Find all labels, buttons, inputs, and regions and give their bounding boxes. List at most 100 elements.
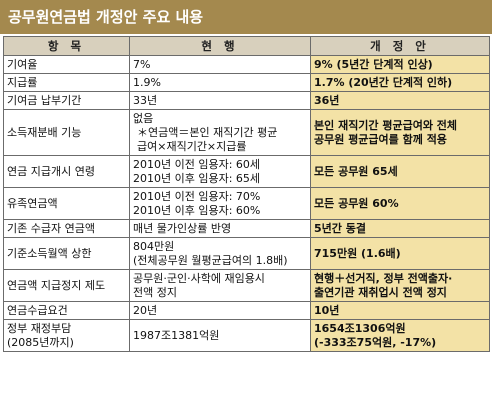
row-current-line: 33년 xyxy=(133,93,158,107)
row-item-line: 지급률 xyxy=(7,75,38,89)
row-current: 2010년 이전 임용자: 60세 2010년 이후 임용자: 65세 xyxy=(129,155,311,188)
row-current: 1987조1381억원 xyxy=(129,319,311,352)
proposed-text: 36년 xyxy=(314,93,340,107)
row-current-line: 공무원·군인·사학에 재임용시 xyxy=(133,271,265,285)
row-proposed-line: 5년간 동결 xyxy=(314,222,486,236)
header-current: 현 행 xyxy=(129,36,311,56)
row-current-line: 2010년 이후 임용자: 65세 xyxy=(133,171,261,185)
row-current-line: 1.9% xyxy=(133,75,161,89)
table-row: 지급률 1.9% 1.7% (20년간 단계적 인하) xyxy=(3,73,490,92)
proposed-text: 1654조1306억원 xyxy=(314,321,406,335)
row-item-line: 연금 지급개시 연령 xyxy=(7,164,95,178)
row-item: 기준소득월액 상한 xyxy=(3,237,130,270)
row-item-line: 연금액 지급정지 제도 xyxy=(7,278,106,292)
row-current-line: ＊연금액＝본인 재직기간 평균 xyxy=(137,125,278,139)
row-current-line: 매년 물가인상률 반영 xyxy=(133,221,232,235)
row-item-line: (2085년까지) xyxy=(7,335,74,349)
proposed-text: 1.7% (20년간 단계적 인하) xyxy=(314,75,453,89)
row-proposed: 1654조1306억원 (-333조75억원, -17%) xyxy=(310,319,490,352)
row-item-line: 정부 재정부담 xyxy=(7,321,72,335)
row-item-line: 소득재분배 기능 xyxy=(7,125,82,139)
row-proposed: 10년 xyxy=(310,301,490,320)
row-proposed-line: 36년 xyxy=(314,94,486,108)
row-proposed-line: 9% (5년간 단계적 인상) xyxy=(314,58,486,72)
row-proposed: 본인 재직기간 평균급여와 전체 공무원 평균급여를 함께 적용 xyxy=(310,109,490,156)
row-current: 20년 xyxy=(129,301,311,320)
row-proposed: 36년 xyxy=(310,91,490,110)
row-item: 기존 수급자 연금액 xyxy=(3,219,130,238)
proposed-text: 본인 재직기간 평균급여와 전체 xyxy=(314,118,458,132)
header-item: 항 목 xyxy=(3,36,130,56)
table-row: 연금수급요건 20년 10년 xyxy=(3,301,490,320)
row-proposed: 715만원 (1.6배) xyxy=(310,237,490,270)
row-proposed-line: 10년 xyxy=(314,304,486,318)
row-proposed-line: 1.7% (20년간 단계적 인하) xyxy=(314,76,486,90)
row-item-line: 기여금 납부기간 xyxy=(7,93,82,107)
row-item: 유족연금액 xyxy=(3,187,130,220)
row-proposed-line: 715만원 (1.6배) xyxy=(314,247,486,261)
row-item-line: 기준소득월액 상한 xyxy=(7,246,92,260)
row-current-line: 20년 xyxy=(133,303,158,317)
row-current: 매년 물가인상률 반영 xyxy=(129,219,311,238)
row-current: 804만원 (전체공무원 월평균급여의 1.8배) xyxy=(129,237,311,270)
proposed-text: 10년 xyxy=(314,303,340,317)
row-item: 소득재분배 기능 xyxy=(3,109,130,156)
row-proposed-line: 본인 재직기간 평균급여와 전체 xyxy=(314,119,486,133)
table-row: 유족연금액 2010년 이전 임용자: 70% 2010년 이후 임용자: 60% 모… xyxy=(3,187,490,220)
row-current-line: 2010년 이후 임용자: 60% xyxy=(133,203,261,217)
row-current: 없음 ＊연금액＝본인 재직기간 평균 급여×재직기간×지급률 xyxy=(129,109,311,156)
table-row: 기여금 납부기간 33년 36년 xyxy=(3,91,490,110)
table-row: 연금 지급개시 연령 2010년 이전 임용자: 60세 2010년 이후 임용자:… xyxy=(3,155,490,188)
row-current: 1.9% xyxy=(129,73,311,92)
table-row: 연금액 지급정지 제도 공무원·군인·사학에 재임용시 전액 정지 현행＋선거직, 정… xyxy=(3,269,490,302)
row-item-line: 기여율 xyxy=(7,57,38,71)
table-row: 소득재분배 기능 없음 ＊연금액＝본인 재직기간 평균 급여×재직기간×지급률 본인 재… xyxy=(3,109,490,156)
row-current-line: 급여×재직기간×지급률 xyxy=(137,139,247,153)
proposed-text: 모든 공무원 65세 xyxy=(314,164,398,178)
row-item: 지급률 xyxy=(3,73,130,92)
table-row: 정부 재정부담 (2085년까지) 1987조1381억원 1654조1306억원 (-… xyxy=(3,319,490,352)
row-current-line: 2010년 이전 임용자: 70% xyxy=(133,189,261,203)
row-current: 공무원·군인·사학에 재임용시 전액 정지 xyxy=(129,269,311,302)
row-current: 7% xyxy=(129,55,311,74)
header-proposed: 개 정 안 xyxy=(310,36,490,56)
row-proposed-line: 1654조1306억원 xyxy=(314,322,486,336)
comparison-table: 항 목 현 행 개 정 안 기여율 7% 9% (5년간 단계적 인상) 지급률 1.9… xyxy=(3,36,490,352)
table-row: 기여율 7% 9% (5년간 단계적 인상) xyxy=(3,55,490,74)
proposed-text: 모든 공무원 60% xyxy=(314,196,399,210)
row-current: 33년 xyxy=(129,91,311,110)
row-current-line: 2010년 이전 임용자: 60세 xyxy=(133,157,261,171)
row-proposed-line: 현행＋선거직, 정부 전액출자· xyxy=(314,272,486,286)
row-proposed: 1.7% (20년간 단계적 인하) xyxy=(310,73,490,92)
proposed-text: 9% (5년간 단계적 인상) xyxy=(314,57,433,71)
table-header-row: 항 목 현 행 개 정 안 xyxy=(3,36,490,56)
proposed-text: 출연기관 재취업시 전액 정지 xyxy=(314,285,447,299)
row-current-line: 없음 xyxy=(133,111,154,125)
row-proposed-line: (-333조75억원, -17%) xyxy=(314,336,486,350)
row-current-line: 1987조1381억원 xyxy=(133,328,220,342)
row-item-line: 기존 수급자 연금액 xyxy=(7,221,95,235)
row-item-line: 유족연금액 xyxy=(7,196,58,210)
row-current-line: 7% xyxy=(133,57,151,71)
proposed-text: 5년간 동결 xyxy=(314,221,366,235)
row-item: 기여금 납부기간 xyxy=(3,91,130,110)
row-current-line: 804만원 xyxy=(133,239,175,253)
proposed-text: 현행＋선거직, 정부 전액출자· xyxy=(314,271,453,285)
row-proposed-line: 출연기관 재취업시 전액 정지 xyxy=(314,286,486,300)
row-item: 정부 재정부담 (2085년까지) xyxy=(3,319,130,352)
row-item: 연금 지급개시 연령 xyxy=(3,155,130,188)
row-current-line: (전체공무원 월평균급여의 1.8배) xyxy=(133,253,288,267)
row-current-line: 전액 정지 xyxy=(133,285,177,299)
row-proposed-line: 모든 공무원 60% xyxy=(314,197,486,211)
proposed-text: 공무원 평균급여를 함께 적용 xyxy=(314,132,447,146)
row-proposed: 모든 공무원 65세 xyxy=(310,155,490,188)
table-row: 기존 수급자 연금액 매년 물가인상률 반영 5년간 동결 xyxy=(3,219,490,238)
row-item-line: 연금수급요건 xyxy=(7,303,68,317)
row-proposed: 9% (5년간 단계적 인상) xyxy=(310,55,490,74)
row-proposed-line: 모든 공무원 65세 xyxy=(314,165,486,179)
row-item: 연금액 지급정지 제도 xyxy=(3,269,130,302)
row-proposed-line: 공무원 평균급여를 함께 적용 xyxy=(314,133,486,147)
row-proposed: 모든 공무원 60% xyxy=(310,187,490,220)
row-proposed: 5년간 동결 xyxy=(310,219,490,238)
row-current: 2010년 이전 임용자: 70% 2010년 이후 임용자: 60% xyxy=(129,187,311,220)
